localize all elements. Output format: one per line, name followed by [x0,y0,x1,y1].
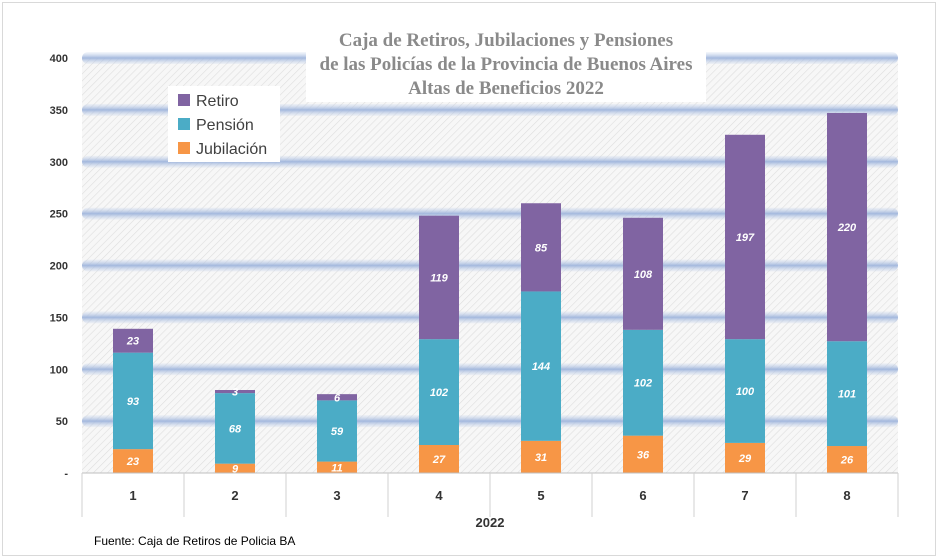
x-tick-label-2: 2 [231,488,238,503]
data-label-retiro-5: 85 [535,242,548,254]
bar-jubilaci-n-6 [623,435,663,473]
bar-jubilaci-n-8 [827,446,867,473]
gridline-300 [82,155,898,168]
bar-pensi-n-4 [419,339,459,445]
bar-pensi-n-2 [215,393,255,464]
data-label-jubilaci-n-2: 9 [232,463,239,475]
x-tick-label-7: 7 [741,488,748,503]
x-tick-label-3: 3 [333,488,340,503]
bar-jubilaci-n-4 [419,444,459,473]
data-label-jubilaci-n-5: 31 [535,452,547,464]
title-line-2: de las Policías de la Provincia de Bueno… [320,54,693,75]
bar-retiro-5 [521,203,561,292]
data-label-jubilaci-n-7: 29 [738,453,752,465]
y-tick-label-350: 350 [50,105,68,117]
data-label-retiro-7: 197 [736,232,755,244]
bar-pensi-n-1 [113,352,153,450]
title-background [306,26,706,102]
x-axis-label: 2022 [476,515,505,530]
gridline-150 [82,311,898,324]
legend-swatch-jubilaci-n [178,142,190,154]
bar-retiro-7 [725,134,765,340]
x-tick-label-6: 6 [639,488,646,503]
bar-pensi-n-8 [827,341,867,447]
bar-pensi-n-3 [317,400,357,462]
bar-pensi-n-5 [521,291,561,441]
data-label-jubilaci-n-8: 26 [840,455,854,467]
gridline-200 [82,259,898,272]
data-label-retiro-8: 220 [837,222,857,234]
x-tick-label-5: 5 [537,488,544,503]
x-axis: 1 2 3 4 5 6 7 8 [81,472,899,517]
bar-retiro-3 [317,394,357,401]
data-label-pensi-n-2: 68 [229,423,242,435]
gridlines [82,52,898,428]
data-label-pensi-n-6: 102 [634,378,652,390]
bar-jubilaci-n-3 [317,461,357,473]
data-label-retiro-6: 108 [634,269,653,281]
bar-retiro-6 [623,217,663,330]
bars: 23 93 23 9 68 3 11 59 6 27 102 119 31 144 85 36 102 108 29… [113,112,867,475]
y-tick-label-400: 400 [50,53,68,65]
legend-label-jubilaci-n: Jubilación [196,141,267,158]
legend-swatch-retiro [178,94,190,106]
data-label-pensi-n-8: 101 [838,389,856,401]
y-tick-label-0: - [64,468,68,480]
data-label-retiro-3: 6 [334,392,341,404]
bar-jubilaci-n-2 [215,463,255,473]
bar-pensi-n-7 [725,339,765,443]
data-label-jubilaci-n-4: 27 [432,454,446,466]
data-label-pensi-n-3: 59 [331,426,344,438]
title-line-1: Caja de Retiros, Jubilaciones y Pensione… [339,30,673,51]
data-label-jubilaci-n-6: 36 [637,449,650,461]
data-label-pensi-n-5: 144 [532,361,550,373]
bar-jubilaci-n-7 [725,442,765,473]
bar-jubilaci-n-5 [521,440,561,473]
legend-label-retiro: Retiro [196,93,239,110]
bar-retiro-8 [827,112,867,342]
source-note: Fuente: Caja de Retiros de Policia BA [94,534,295,548]
data-label-pensi-n-1: 93 [127,396,139,408]
y-tick-label-100: 100 [50,364,68,376]
bar-jubilaci-n-1 [113,449,153,473]
data-label-pensi-n-7: 100 [736,386,755,398]
bar-pensi-n-6 [623,329,663,436]
y-tick-label-150: 150 [50,312,68,324]
gridline-350 [82,103,898,116]
y-tick-label-250: 250 [50,209,68,221]
y-tick-label-300: 300 [50,157,68,169]
data-label-retiro-1: 23 [126,336,139,348]
y-axis: - 50 100 150 200 250 300 350 400 [50,53,69,480]
chart-title: Caja de Retiros, Jubilaciones y Pensione… [320,30,693,99]
y-tick-label-50: 50 [56,416,68,428]
gridline-50 [82,415,898,428]
bar-retiro-4 [419,215,459,340]
x-tick-label-8: 8 [843,488,850,503]
data-label-jubilaci-n-3: 11 [331,462,342,474]
legend-swatch-pensi-n [178,118,190,130]
data-label-retiro-2: 3 [232,387,238,399]
data-label-jubilaci-n-1: 23 [126,456,139,468]
legend: Retiro Pensión Jubilación [168,86,280,162]
gridline-250 [82,207,898,220]
data-label-retiro-4: 119 [430,272,448,284]
legend-label-pensi-n: Pensión [196,117,254,134]
y-tick-label-200: 200 [50,261,68,273]
gridline-100 [82,363,898,376]
title-line-3: Altas de Beneficios 2022 [408,78,604,99]
data-label-pensi-n-4: 102 [430,387,448,399]
x-tick-label-4: 4 [435,488,443,503]
bar-retiro-2 [215,390,255,394]
x-tick-label-1: 1 [129,488,136,503]
bar-retiro-1 [113,328,153,353]
